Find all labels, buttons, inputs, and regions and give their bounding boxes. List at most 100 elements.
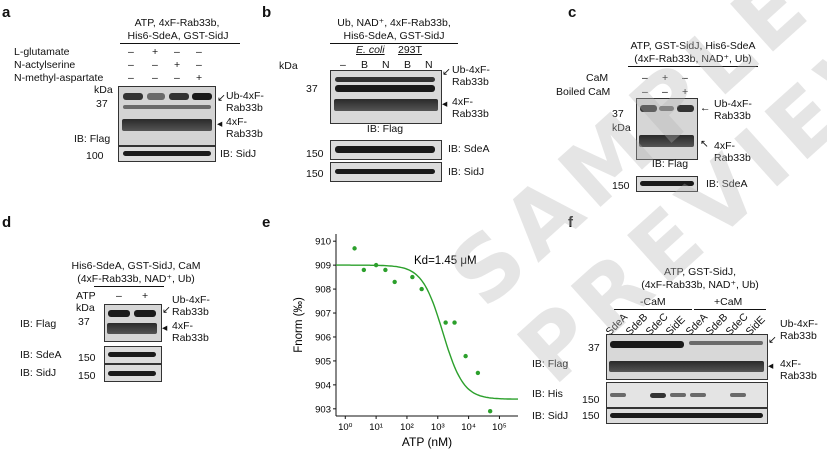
rab33b-label: 4xF- Rab33b bbox=[452, 96, 489, 120]
lane-label: N bbox=[425, 59, 433, 71]
panel-a-row-label: N-methyl-aspartate bbox=[14, 72, 104, 84]
ub-rab33b-label: Ub-4xF- Rab33b bbox=[452, 64, 490, 88]
blot-band bbox=[730, 393, 746, 397]
panel-a-sign: – bbox=[128, 59, 134, 71]
arrow-icon: ↙ bbox=[442, 66, 451, 78]
arrow-icon: ◂ bbox=[768, 360, 774, 372]
ib-sidj-label: IB: SidJ bbox=[532, 410, 569, 422]
blot-band bbox=[147, 93, 165, 100]
label-part: Rab33b bbox=[172, 306, 209, 318]
minus-cam-label: -CaM bbox=[640, 296, 666, 308]
x-tick-label: 10⁵ bbox=[492, 422, 507, 433]
y-tick-label: 905 bbox=[315, 356, 331, 367]
blot-band bbox=[192, 93, 212, 100]
t293-label: 293T bbox=[398, 44, 422, 56]
panel-c-sign: – bbox=[642, 86, 648, 98]
blot-band bbox=[335, 77, 435, 82]
panel-a-header-rule bbox=[120, 43, 240, 44]
blot-band bbox=[670, 393, 686, 397]
ib-flag-label: IB: Flag bbox=[532, 358, 569, 370]
panel-a-sign: + bbox=[152, 46, 159, 58]
panel-c-sign: + bbox=[682, 86, 689, 98]
ib-his-label: IB: His bbox=[532, 388, 563, 400]
blot-band bbox=[610, 341, 684, 348]
label-part: 4xF- bbox=[226, 116, 247, 128]
data-point bbox=[475, 370, 481, 376]
x-tick-label: 10¹ bbox=[369, 422, 383, 433]
blot-band bbox=[123, 151, 211, 156]
panel-d-header-line1: His6-SdeA, GST-SidJ, CaM bbox=[71, 260, 201, 272]
lane-label: B bbox=[404, 59, 412, 71]
panel-b-sdea-blot bbox=[330, 140, 442, 160]
label-part: Rab33b bbox=[780, 330, 817, 342]
panel-c-header-line2: (4xF-Rab33b, NAD⁺, Ub) bbox=[634, 53, 752, 65]
mw-marker: 150 bbox=[306, 148, 324, 160]
y-tick-label: 906 bbox=[315, 332, 331, 343]
blot-band bbox=[610, 393, 626, 397]
y-tick-label: 907 bbox=[315, 309, 331, 320]
blot-band bbox=[639, 135, 694, 147]
kda-label: kDa bbox=[76, 302, 95, 314]
panel-b-header-rule bbox=[330, 43, 458, 44]
blot-band bbox=[335, 85, 435, 92]
mw-marker: 37 bbox=[306, 83, 318, 95]
arrow-icon: ↙ bbox=[768, 334, 777, 346]
panel-c-header-line1: ATP, GST-SidJ, His6-SdeA bbox=[630, 40, 756, 52]
kd-annotation: Kd=1.45 μM bbox=[414, 255, 477, 267]
lane-label: B bbox=[361, 59, 369, 71]
panel-c-sign: + bbox=[662, 72, 669, 84]
panel-b-header-line2: His6-SdeA, GST-SidJ bbox=[343, 30, 445, 42]
ib-sidj-label: IB: SidJ bbox=[220, 148, 257, 160]
blot-band bbox=[108, 352, 156, 357]
rab33b-label: 4xF- Rab33b bbox=[714, 140, 751, 164]
arrow-icon: ◂ bbox=[217, 118, 223, 130]
x-tick-label: 10⁴ bbox=[461, 422, 476, 433]
panel-d-flag-blot bbox=[104, 304, 162, 342]
panel-c-sign: – bbox=[662, 86, 668, 98]
panel-a-sign: – bbox=[196, 46, 202, 58]
label-part: Rab33b bbox=[452, 108, 489, 120]
panel-d-sign: + bbox=[142, 290, 149, 302]
data-point bbox=[361, 267, 367, 273]
label-part: Rab33b bbox=[172, 332, 209, 344]
y-tick-label: 904 bbox=[315, 380, 331, 391]
panel-a-label: a bbox=[2, 4, 11, 21]
plus-cam-rule bbox=[694, 309, 766, 310]
minus-cam-rule bbox=[614, 309, 692, 310]
chart-root: 903 904 905 906 907 908 909 910 10⁰ 10¹ 10² 10³ 10⁴ 1… bbox=[293, 234, 518, 449]
panel-f-flag-blot bbox=[606, 334, 768, 380]
ib-sidj-label: IB: SidJ bbox=[448, 166, 485, 178]
mw-marker: 37 bbox=[612, 108, 624, 120]
ib-flag-label: IB: Flag bbox=[74, 133, 111, 145]
panel-a-row-label: N-actylserine bbox=[14, 59, 76, 71]
blot-band bbox=[108, 371, 156, 376]
panel-a-sign: – bbox=[174, 72, 180, 84]
mw-marker: 150 bbox=[582, 394, 600, 406]
panel-a-sign: – bbox=[174, 46, 180, 58]
panel-b-flag-blot bbox=[330, 70, 442, 124]
kda-label: kDa bbox=[279, 60, 298, 72]
panel-a-sign: + bbox=[196, 72, 203, 84]
mw-marker: 37 bbox=[588, 342, 600, 354]
arrow-icon: ↙ bbox=[162, 304, 171, 316]
label-part: 4xF- bbox=[780, 358, 801, 370]
blot-band bbox=[122, 119, 212, 131]
label-part: Ub-4xF- bbox=[226, 90, 264, 102]
y-tick-label: 910 bbox=[315, 237, 331, 248]
data-point bbox=[487, 409, 493, 414]
data-point bbox=[419, 286, 424, 292]
label-part: Ub-4xF- bbox=[780, 318, 818, 330]
arrow-icon: ◂ bbox=[442, 98, 448, 110]
panel-d-sign: – bbox=[116, 290, 122, 302]
cam-label: CaM bbox=[586, 72, 609, 84]
panel-e-label: e bbox=[262, 214, 271, 231]
blot-band bbox=[659, 106, 674, 111]
label-part: 4xF- bbox=[452, 96, 473, 108]
panel-a-flag-blot bbox=[118, 86, 216, 146]
y-tick-label: 909 bbox=[315, 261, 331, 272]
panel-d-header-rule bbox=[94, 286, 164, 287]
panel-f-his-blot bbox=[606, 382, 768, 408]
data-point bbox=[383, 267, 388, 273]
panel-c-label: c bbox=[568, 4, 577, 21]
x-tick-label: 10⁰ bbox=[338, 422, 353, 433]
